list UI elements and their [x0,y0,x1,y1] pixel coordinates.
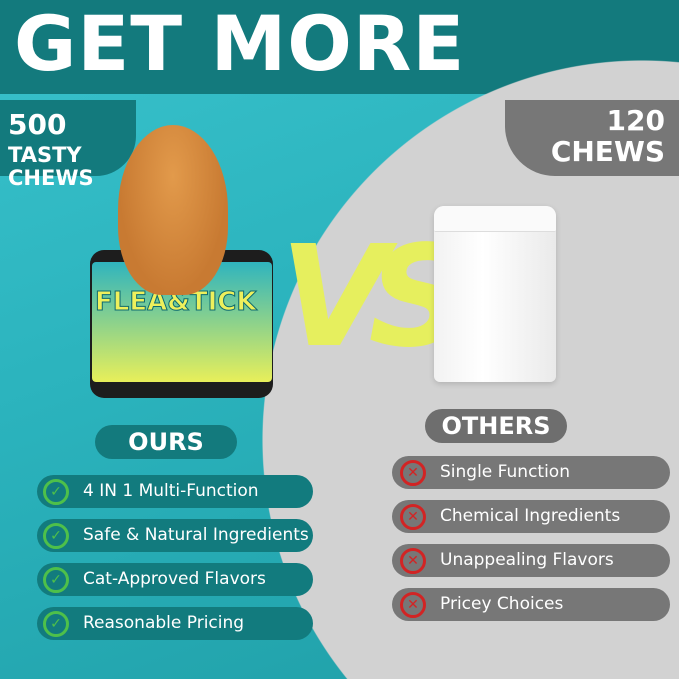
others-count-badge: 120 CHEWS [505,100,679,176]
feature-label: Safe & Natural Ingredients [83,525,309,545]
others-feature-item: ✕ Single Function [392,456,670,489]
check-circle-icon: ✓ [43,566,69,593]
feature-label: Reasonable Pricing [83,613,245,633]
feature-label: Cat-Approved Flavors [83,569,266,589]
ours-feature-item: ✓ Safe & Natural Ingredients [37,519,313,552]
others-feature-item: ✕ Pricey Choices [392,588,670,621]
ours-count-label: TASTY [8,142,82,167]
x-circle-icon: ✕ [400,503,426,530]
check-circle-icon: ✓ [43,522,69,549]
check-circle-icon: ✓ [43,610,69,637]
x-circle-icon: ✕ [400,459,426,486]
others-feature-item: ✕ Chemical Ingredients [392,500,670,533]
ours-count-unit: CHEWS [8,166,94,191]
feature-label: Pricey Choices [440,594,564,614]
others-heading: OTHERS [425,409,567,443]
others-feature-item: ✕ Unappealing Flavors [392,544,670,577]
feature-label: 4 IN 1 Multi-Function [83,481,259,501]
others-count: 120 [606,104,665,137]
generic-jar-lid [434,206,556,232]
check-circle-icon: ✓ [43,478,69,505]
x-circle-icon: ✕ [400,591,426,618]
ours-feature-item: ✓ 4 IN 1 Multi-Function [37,475,313,508]
ours-feature-item: ✓ Cat-Approved Flavors [37,563,313,596]
ours-heading: OURS [95,425,237,459]
page-title: GET MORE [14,0,466,88]
cat-image [118,125,228,295]
ours-feature-item: ✓ Reasonable Pricing [37,607,313,640]
feature-label: Single Function [440,462,570,482]
x-circle-icon: ✕ [400,547,426,574]
others-count-unit: CHEWS [550,134,665,168]
ours-count-badge: 500 TASTY CHEWS [0,100,136,190]
vs-mark: VS [280,216,469,379]
ours-count: 500 [8,108,67,141]
feature-label: Chemical Ingredients [440,506,621,526]
generic-jar [434,206,556,382]
feature-label: Unappealing Flavors [440,550,614,570]
